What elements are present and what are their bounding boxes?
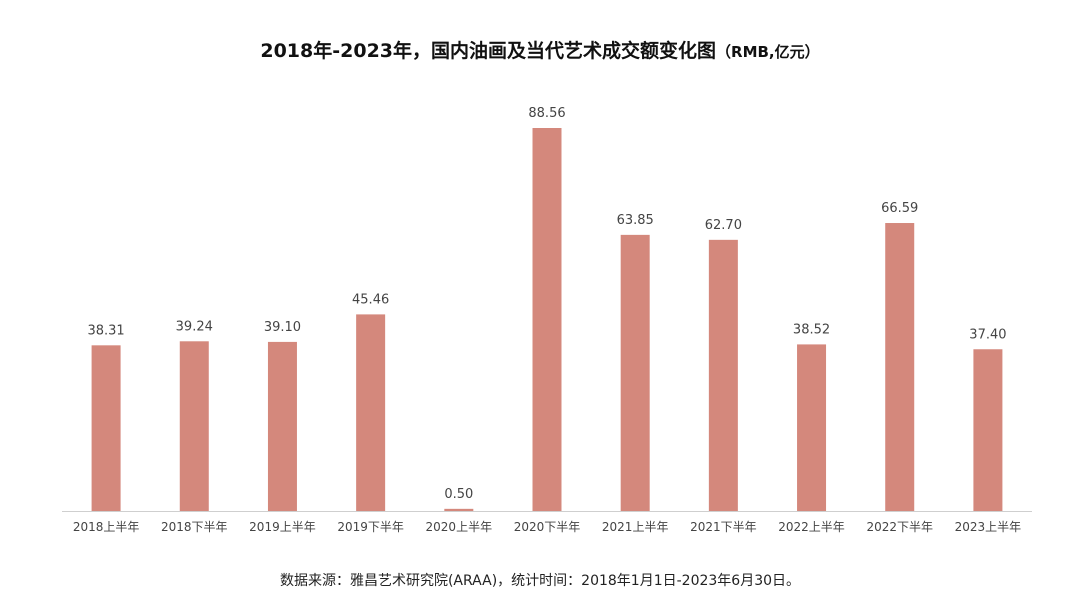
x-tick-label-4: 2019下半年 <box>337 520 404 534</box>
value-label-7: 63.85 <box>617 213 654 228</box>
x-tick-label-3: 2019上半年 <box>249 520 316 534</box>
x-tick-labels: 2018上半年 2018下半年 2019上半年 2019下半年 2020上半年 2020下… <box>73 520 1021 534</box>
chart-title-unit: （RMB,亿元） <box>716 43 820 61</box>
bar-1 <box>91 345 121 511</box>
x-tick-label-8: 2021下半年 <box>690 520 757 534</box>
x-tick-label-7: 2021上半年 <box>602 520 669 534</box>
x-tick-label-6: 2020下半年 <box>514 520 581 534</box>
data-source-note: 数据来源：雅昌艺术研究院(ARAA)，统计时间：2018年1月1日-2023年6… <box>279 573 801 589</box>
bar-series <box>91 128 1003 512</box>
bar-9 <box>797 344 827 511</box>
x-tick-label-9: 2022上半年 <box>778 520 845 534</box>
value-label-2: 39.24 <box>176 319 213 334</box>
x-tick-label-1: 2018上半年 <box>73 520 140 534</box>
value-label-8: 62.70 <box>705 218 742 233</box>
value-label-3: 39.10 <box>264 320 301 335</box>
bar-3 <box>267 341 297 511</box>
bar-11 <box>973 349 1003 511</box>
x-tick-label-2: 2018下半年 <box>161 520 228 534</box>
bar-10 <box>885 223 915 512</box>
value-label-11: 37.40 <box>969 327 1006 342</box>
bar-8 <box>708 239 738 511</box>
chart-title-main: 2018年-2023年，国内油画及当代艺术成交额变化图 <box>260 40 717 62</box>
bar-7 <box>620 234 650 511</box>
value-label-5: 0.50 <box>444 487 473 502</box>
value-label-9: 38.52 <box>793 322 830 337</box>
value-label-4: 45.46 <box>352 292 389 307</box>
x-tick-label-5: 2020上半年 <box>426 520 493 534</box>
x-tick-label-11: 2023上半年 <box>955 520 1022 534</box>
value-label-1: 38.31 <box>87 323 124 338</box>
value-labels: 38.31 39.24 39.10 45.46 0.50 88.56 63.85 62.70 3… <box>87 106 1006 502</box>
chart-title: 2018年-2023年，国内油画及当代艺术成交额变化图（RMB,亿元） <box>0 36 1080 63</box>
x-tick-label-10: 2022下半年 <box>866 520 933 534</box>
bar-5 <box>444 508 474 511</box>
value-label-10: 66.59 <box>881 201 918 216</box>
bar-4 <box>356 314 386 511</box>
value-label-6: 88.56 <box>528 106 565 121</box>
bar-2 <box>179 341 209 511</box>
bar-6 <box>532 128 562 511</box>
